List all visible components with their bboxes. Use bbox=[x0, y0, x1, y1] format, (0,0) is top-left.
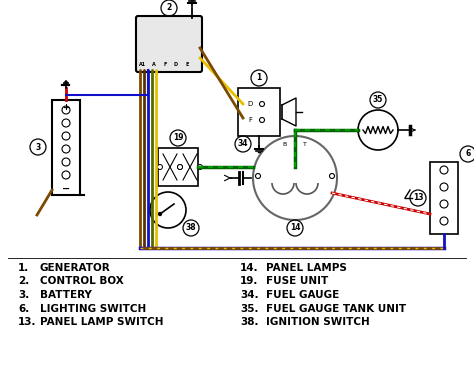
Text: 34: 34 bbox=[238, 140, 248, 148]
Text: E: E bbox=[185, 61, 189, 67]
Text: D: D bbox=[174, 61, 178, 67]
Text: 6: 6 bbox=[465, 150, 471, 158]
FancyBboxPatch shape bbox=[238, 88, 280, 136]
Text: FUEL GAUGE TANK UNIT: FUEL GAUGE TANK UNIT bbox=[266, 304, 406, 314]
Text: 19.: 19. bbox=[240, 276, 258, 286]
FancyBboxPatch shape bbox=[430, 162, 458, 234]
Text: 6.: 6. bbox=[18, 304, 29, 314]
Text: BATTERY: BATTERY bbox=[40, 290, 92, 300]
Text: 19: 19 bbox=[173, 134, 183, 142]
Text: 14: 14 bbox=[290, 224, 300, 232]
Text: D: D bbox=[247, 101, 253, 107]
Text: F: F bbox=[164, 61, 167, 67]
Text: 13.: 13. bbox=[18, 317, 36, 327]
Text: CONTROL BOX: CONTROL BOX bbox=[40, 276, 124, 286]
Text: LIGHTING SWITCH: LIGHTING SWITCH bbox=[40, 304, 146, 314]
FancyBboxPatch shape bbox=[136, 16, 202, 72]
Text: T: T bbox=[303, 141, 307, 147]
Circle shape bbox=[177, 164, 182, 170]
Text: B: B bbox=[283, 141, 287, 147]
Text: 2: 2 bbox=[166, 3, 172, 13]
Text: IGNITION SWITCH: IGNITION SWITCH bbox=[266, 317, 370, 327]
Text: +: + bbox=[63, 103, 70, 112]
Text: 34.: 34. bbox=[240, 290, 259, 300]
Text: GENERATOR: GENERATOR bbox=[40, 263, 111, 273]
Circle shape bbox=[198, 164, 202, 170]
Text: 35: 35 bbox=[373, 96, 383, 105]
Text: 1.: 1. bbox=[18, 263, 29, 273]
Circle shape bbox=[157, 164, 163, 170]
Text: F: F bbox=[248, 117, 252, 123]
Text: −: − bbox=[62, 184, 70, 194]
Text: 14.: 14. bbox=[240, 263, 259, 273]
Text: 35.: 35. bbox=[240, 304, 258, 314]
Circle shape bbox=[329, 173, 335, 179]
FancyBboxPatch shape bbox=[52, 100, 80, 195]
Text: A1: A1 bbox=[139, 61, 146, 67]
Text: 2.: 2. bbox=[18, 276, 29, 286]
Text: PANEL LAMP SWITCH: PANEL LAMP SWITCH bbox=[40, 317, 164, 327]
Circle shape bbox=[255, 173, 261, 179]
Text: 38: 38 bbox=[186, 224, 196, 232]
Text: 3: 3 bbox=[36, 142, 41, 151]
Circle shape bbox=[177, 164, 182, 170]
FancyBboxPatch shape bbox=[158, 148, 198, 186]
Text: 38.: 38. bbox=[240, 317, 258, 327]
Text: FUEL GAUGE: FUEL GAUGE bbox=[266, 290, 339, 300]
Text: A: A bbox=[152, 61, 156, 67]
Text: 13: 13 bbox=[413, 193, 423, 202]
Text: 3.: 3. bbox=[18, 290, 29, 300]
Text: FUSE UNIT: FUSE UNIT bbox=[266, 276, 328, 286]
Text: 1: 1 bbox=[256, 74, 262, 83]
Text: PANEL LAMPS: PANEL LAMPS bbox=[266, 263, 347, 273]
Circle shape bbox=[158, 212, 162, 215]
